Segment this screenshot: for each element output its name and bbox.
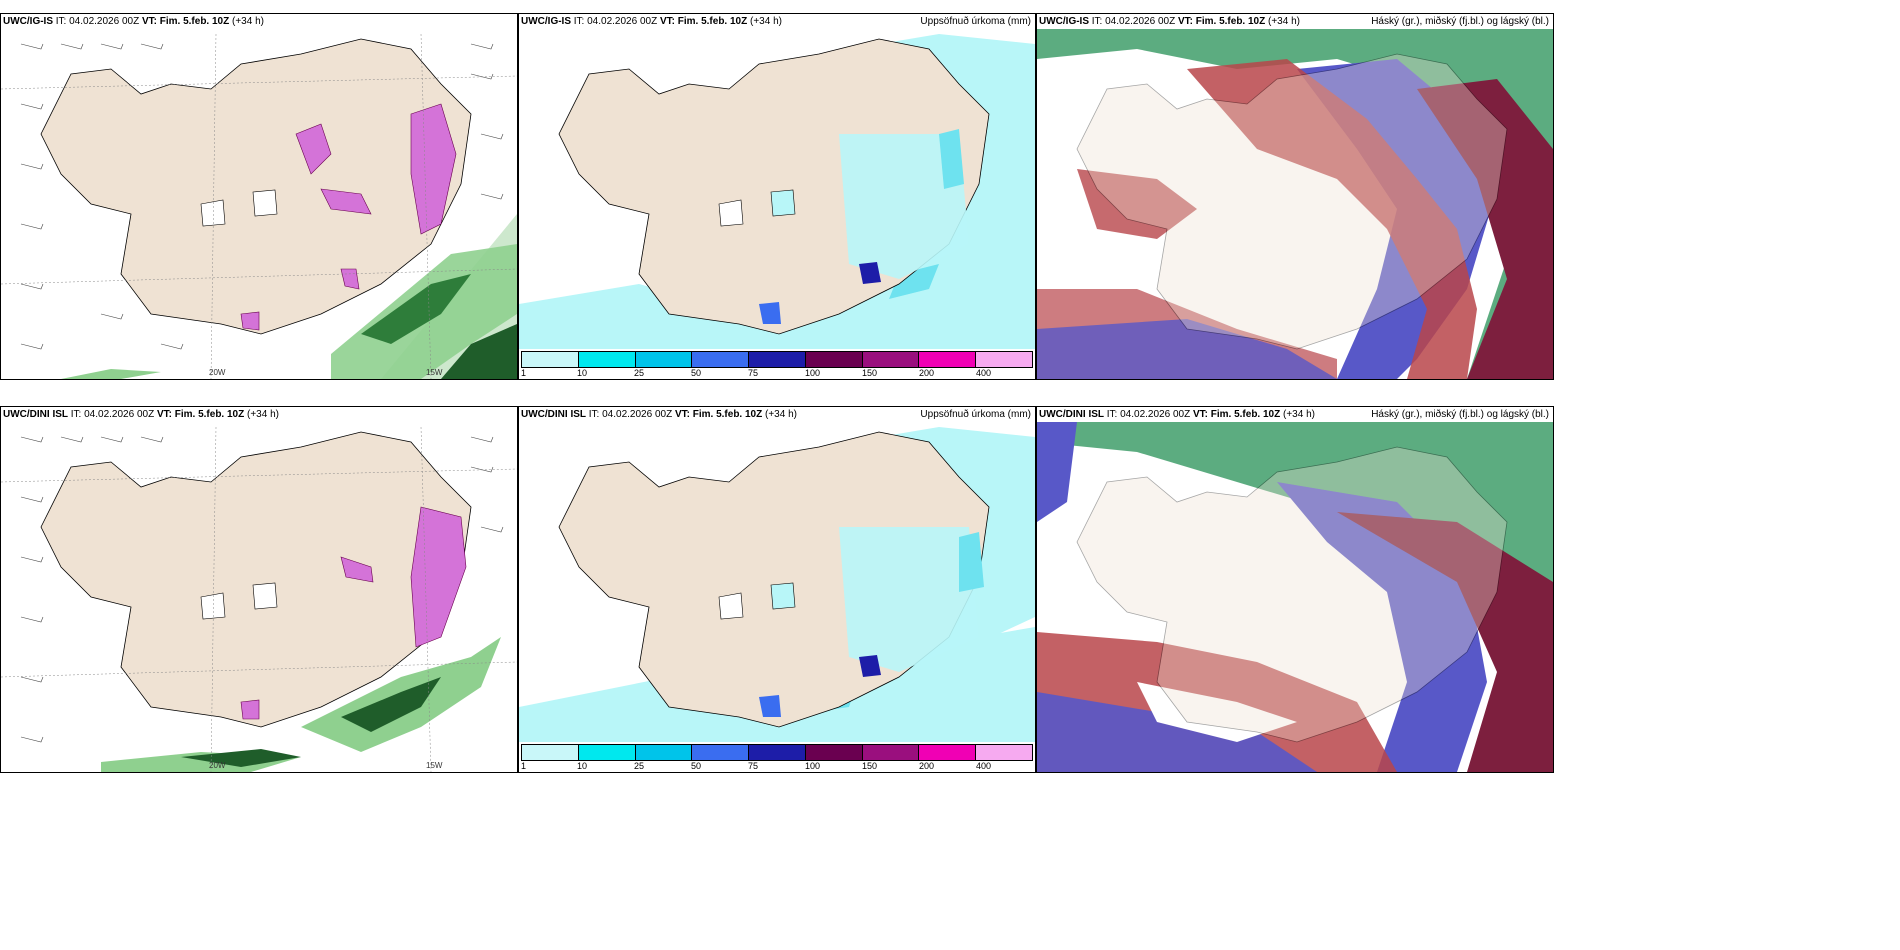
legend-swatch (805, 745, 863, 760)
legend-label: 10 (577, 761, 588, 771)
panel-ig-clouds: UWC/IG-IS IT: 04.02.2026 00Z VT: Fim. 5.… (1036, 13, 1554, 380)
precip-legend: 1 10 25 50 75 100 150 200 400 (519, 742, 1035, 772)
panel-title: UWC/DINI ISL IT: 04.02.2026 00Z VT: Fim.… (1039, 409, 1315, 420)
legend-swatch (692, 352, 750, 367)
panel-title: UWC/DINI ISL IT: 04.02.2026 00Z VT: Fim.… (3, 409, 279, 420)
map-accumulated-precip (519, 14, 1035, 349)
legend-swatch (635, 745, 693, 760)
legend-label: 100 (805, 368, 821, 378)
map-cloud-cover (1037, 422, 1553, 772)
panel-title: UWC/IG-IS IT: 04.02.2026 00Z VT: Fim. 5.… (521, 16, 782, 27)
legend-label: 10 (577, 368, 588, 378)
map-cloud-cover (1037, 29, 1553, 379)
legend-swatch (805, 352, 863, 367)
legend-swatch (976, 745, 1033, 760)
precip-legend: 1 10 25 50 75 100 150 200 400 (519, 349, 1035, 379)
panel-dini-clouds: UWC/DINI ISL IT: 04.02.2026 00Z VT: Fim.… (1036, 406, 1554, 773)
lon-label-15w: 15W (426, 368, 443, 377)
legend-label: 200 (919, 368, 935, 378)
legend-label: 400 (976, 368, 992, 378)
panel-title: UWC/IG-IS IT: 04.02.2026 00Z VT: Fim. 5.… (3, 16, 264, 27)
legend-swatch (749, 745, 806, 760)
legend-label: 50 (691, 368, 702, 378)
legend-label: 400 (976, 761, 992, 771)
legend-swatch (749, 352, 806, 367)
panel-ig-precip: UWC/IG-IS IT: 04.02.2026 00Z VT: Fim. 5.… (518, 13, 1036, 380)
legend-label: 150 (862, 368, 878, 378)
panel-dini-wind-snow: UWC/DINI ISL IT: 04.02.2026 00Z VT: Fim.… (0, 406, 518, 773)
legend-swatch (919, 352, 977, 367)
legend-label: 25 (634, 761, 645, 771)
map-wind-precip (1, 407, 517, 772)
legend-swatch (862, 352, 920, 367)
panel-title: UWC/DINI ISL IT: 04.02.2026 00Z VT: Fim.… (521, 409, 797, 420)
legend-swatch (578, 352, 636, 367)
legend-label: 200 (919, 761, 935, 771)
panel-dini-precip: UWC/DINI ISL IT: 04.02.2026 00Z VT: Fim.… (518, 406, 1036, 773)
map-accumulated-precip (519, 407, 1035, 742)
lon-label-15w: 15W (426, 761, 443, 770)
legend-label: 25 (634, 368, 645, 378)
legend-swatch (578, 745, 636, 760)
legend-label: 1 (521, 761, 527, 771)
legend-label: 50 (691, 761, 702, 771)
panel-right-title: Uppsöfnuð úrkoma (mm) (920, 409, 1031, 420)
legend-swatch (862, 745, 920, 760)
legend-label: 150 (862, 761, 878, 771)
legend-swatch (522, 352, 579, 367)
legend-swatch (976, 352, 1033, 367)
legend-swatch (919, 745, 977, 760)
map-wind-precip (1, 14, 517, 379)
lon-label-20w: 20W (209, 368, 226, 377)
legend-label: 75 (748, 761, 759, 771)
legend-swatch (635, 352, 693, 367)
panel-ig-wind-snow: UWC/IG-IS IT: 04.02.2026 00Z VT: Fim. 5.… (0, 13, 518, 380)
legend-label: 75 (748, 368, 759, 378)
legend-label: 100 (805, 761, 821, 771)
legend-swatch (692, 745, 750, 760)
lon-label-20w: 20W (209, 761, 226, 770)
panel-right-title: Háský (gr.), miðský (fj.bl.) og lágský (… (1371, 16, 1549, 27)
legend-swatch (522, 745, 579, 760)
panel-title: UWC/IG-IS IT: 04.02.2026 00Z VT: Fim. 5.… (1039, 16, 1300, 27)
panel-right-title: Háský (gr.), miðský (fj.bl.) og lágský (… (1371, 409, 1549, 420)
legend-label: 1 (521, 368, 527, 378)
panel-right-title: Uppsöfnuð úrkoma (mm) (920, 16, 1031, 27)
